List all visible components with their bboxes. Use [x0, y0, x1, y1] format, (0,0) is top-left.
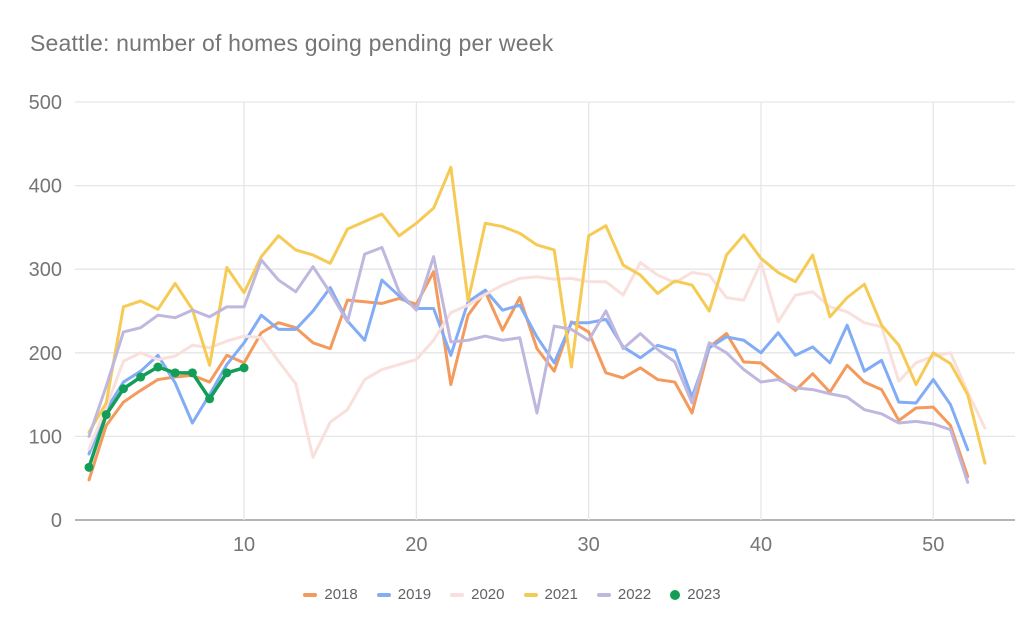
- series-point-2023-w3: [118, 384, 128, 394]
- legend-item-2023: 2023: [670, 586, 721, 603]
- series-line-2019: [87, 278, 970, 456]
- series-line-2023: [87, 365, 246, 470]
- y-axis-tick-500: 500: [29, 92, 62, 114]
- legend-item-2020: 2020: [450, 586, 505, 603]
- legend-swatch-2022: [596, 592, 611, 597]
- series-point-2023-w4: [136, 372, 146, 382]
- legend-label-2019: 2019: [397, 586, 432, 603]
- legend-item-2019: 2019: [376, 586, 432, 603]
- x-axis-tick-30: 30: [578, 534, 600, 556]
- y-axis-tick-400: 400: [29, 176, 62, 198]
- series-point-2023-w10: [239, 363, 249, 373]
- legend-label-2020: 2020: [471, 586, 505, 603]
- series-point-2023-w1: [84, 462, 94, 472]
- legend-swatch-2020: [450, 592, 465, 597]
- chart-canvas: 0 100 200 300 400 500 10 20 30 40 50: [29, 92, 1015, 556]
- series-point-2023-w8: [205, 394, 215, 404]
- legend-swatch-2021: [523, 592, 538, 597]
- legend-swatch-2018: [303, 592, 318, 597]
- series-line-2021: [87, 165, 987, 465]
- y-axis-tick-200: 200: [29, 343, 62, 365]
- chart-title: Seattle: number of homes going pending p…: [30, 30, 554, 56]
- legend-item-2018: 2018: [303, 586, 358, 603]
- legend-item-2021: 2021: [523, 586, 578, 603]
- legend-label-2023: 2023: [687, 586, 721, 603]
- series-point-2023-w6: [170, 368, 180, 378]
- series-point-2023-w2: [101, 410, 111, 420]
- legend-label-2018: 2018: [324, 586, 358, 603]
- chart-legend: 2018 2019 2020 2021 2022 2023: [0, 586, 1024, 603]
- series-point-2023-w5: [153, 362, 163, 372]
- legend-label-2021: 2021: [544, 586, 578, 603]
- x-axis-tick-50: 50: [922, 534, 944, 556]
- y-axis-tick-300: 300: [29, 259, 62, 281]
- series-point-2023-w9: [222, 368, 232, 378]
- x-axis-tick-20: 20: [405, 534, 427, 556]
- legend-item-2022: 2022: [596, 586, 652, 603]
- y-axis-tick-100: 100: [29, 426, 62, 448]
- legend-label-2022: 2022: [617, 586, 652, 603]
- legend-swatch-2019: [376, 592, 391, 597]
- series-point-2023-w7: [187, 368, 197, 378]
- legend-swatch-2023: [670, 589, 681, 600]
- x-axis-tick-40: 40: [750, 534, 772, 556]
- series-line-2022: [87, 245, 970, 484]
- x-axis-tick-10: 10: [233, 534, 255, 556]
- y-axis-tick-0: 0: [51, 510, 62, 532]
